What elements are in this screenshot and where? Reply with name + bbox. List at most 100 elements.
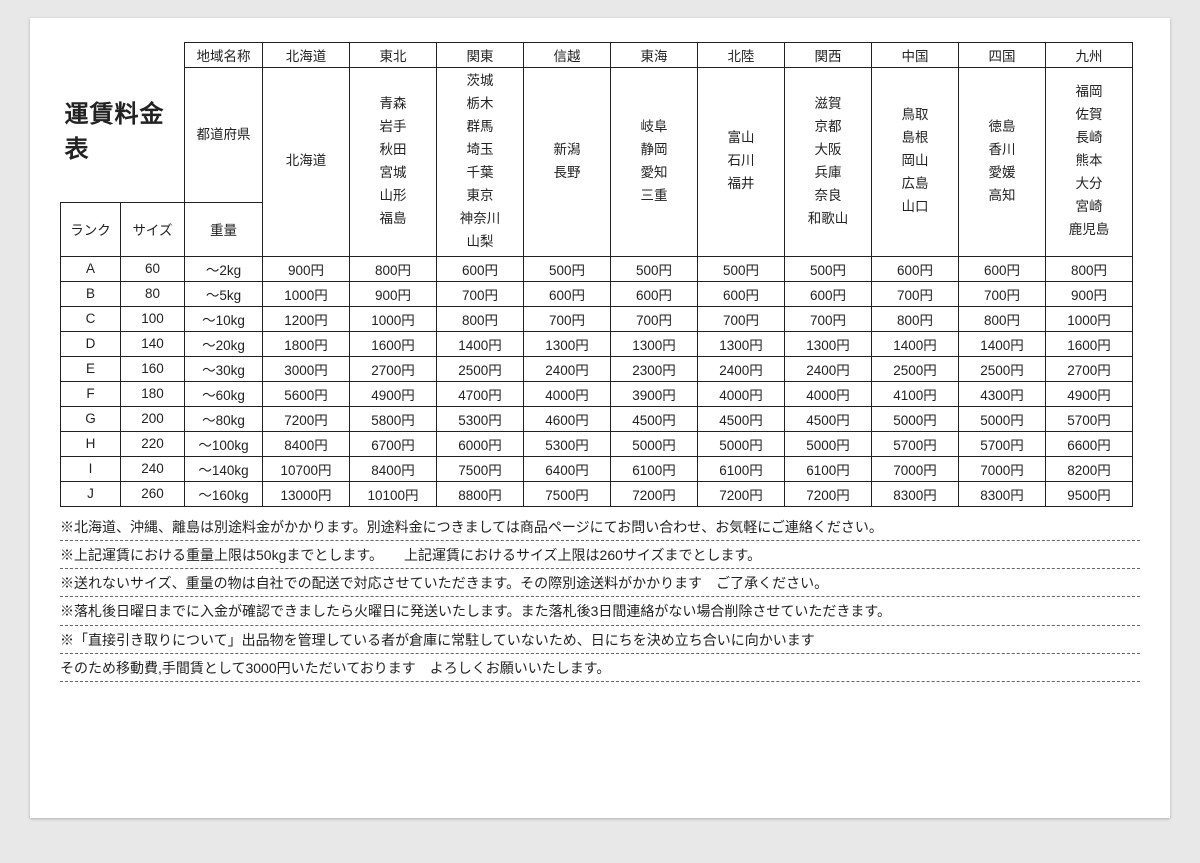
- pref-name: 岐阜: [611, 116, 697, 139]
- cell-rank: C: [61, 306, 121, 331]
- pref-list: 北海道: [263, 68, 350, 257]
- cell-price: 800円: [872, 306, 959, 331]
- cell-rank: I: [61, 456, 121, 481]
- pref-name: 大分: [1046, 173, 1132, 196]
- cell-price: 6600円: [1046, 431, 1133, 456]
- notes-section: ※北海道、沖縄、離島は別途料金がかかります。別途料金につきましては商品ページにて…: [60, 513, 1140, 683]
- cell-price: 5000円: [959, 406, 1046, 431]
- pref-name: 大阪: [785, 139, 871, 162]
- cell-price: 8300円: [959, 481, 1046, 506]
- cell-price: 700円: [872, 281, 959, 306]
- cell-price: 700円: [959, 281, 1046, 306]
- cell-price: 1300円: [611, 331, 698, 356]
- pref-name: 茨城: [437, 70, 523, 93]
- cell-price: 4100円: [872, 381, 959, 406]
- cell-price: 500円: [785, 256, 872, 281]
- table-row: H220～100kg8400円6700円6000円5300円5000円5000円…: [61, 431, 1133, 456]
- cell-price: 3000円: [263, 356, 350, 381]
- cell-rank: A: [61, 256, 121, 281]
- pref-name: 青森: [350, 93, 436, 116]
- cell-size: 180: [121, 381, 185, 406]
- cell-price: 600円: [611, 281, 698, 306]
- cell-weight: ～5kg: [185, 281, 263, 306]
- cell-price: 5000円: [611, 431, 698, 456]
- cell-size: 100: [121, 306, 185, 331]
- cell-price: 5700円: [872, 431, 959, 456]
- cell-price: 7500円: [524, 481, 611, 506]
- cell-price: 1600円: [350, 331, 437, 356]
- pref-name: 愛知: [611, 162, 697, 185]
- header-pref-label: 都道府県: [185, 68, 263, 203]
- pref-name: 島根: [872, 127, 958, 150]
- note-line: ※落札後日曜日までに入金が確認できましたら火曜日に発送いたします。また落札後3日…: [60, 597, 1140, 625]
- cell-price: 7200円: [698, 481, 785, 506]
- cell-price: 4000円: [785, 381, 872, 406]
- cell-price: 5000円: [698, 431, 785, 456]
- cell-price: 4300円: [959, 381, 1046, 406]
- cell-price: 700円: [785, 306, 872, 331]
- table-row: B80～5kg1000円900円700円600円600円600円600円700円…: [61, 281, 1133, 306]
- region-header: 関東: [437, 43, 524, 68]
- pref-list: 青森岩手秋田宮城山形福島: [350, 68, 437, 257]
- cell-rank: B: [61, 281, 121, 306]
- cell-price: 7200円: [785, 481, 872, 506]
- cell-weight: ～80kg: [185, 406, 263, 431]
- cell-size: 220: [121, 431, 185, 456]
- table-row: E160～30kg3000円2700円2500円2400円2300円2400円2…: [61, 356, 1133, 381]
- cell-price: 600円: [524, 281, 611, 306]
- cell-price: 900円: [1046, 281, 1133, 306]
- pref-name: 福島: [350, 208, 436, 231]
- note-line: そのため移動費,手間賃として3000円いただいております よろしくお願いいたしま…: [60, 654, 1140, 682]
- header-weight-label: 重量: [185, 203, 263, 256]
- region-header: 関西: [785, 43, 872, 68]
- pref-name: 香川: [959, 139, 1045, 162]
- pref-list: 福岡佐賀長崎熊本大分宮崎鹿児島: [1046, 68, 1133, 257]
- cell-weight: ～30kg: [185, 356, 263, 381]
- cell-price: 4700円: [437, 381, 524, 406]
- cell-price: 5700円: [1046, 406, 1133, 431]
- fare-table: 運賃料金表地域名称北海道東北関東信越東海北陸関西中国四国九州都道府県北海道青森岩…: [60, 42, 1133, 507]
- cell-size: 200: [121, 406, 185, 431]
- pref-name: 北海道: [263, 150, 349, 173]
- cell-rank: D: [61, 331, 121, 356]
- cell-price: 5000円: [785, 431, 872, 456]
- cell-price: 7000円: [959, 456, 1046, 481]
- cell-price: 600円: [437, 256, 524, 281]
- pref-name: 岩手: [350, 116, 436, 139]
- pref-name: 高知: [959, 185, 1045, 208]
- cell-price: 6100円: [698, 456, 785, 481]
- cell-weight: ～140kg: [185, 456, 263, 481]
- cell-price: 9500円: [1046, 481, 1133, 506]
- cell-rank: H: [61, 431, 121, 456]
- cell-price: 1200円: [263, 306, 350, 331]
- pref-name: 熊本: [1046, 150, 1132, 173]
- cell-price: 6100円: [611, 456, 698, 481]
- pref-name: 三重: [611, 185, 697, 208]
- pref-name: 京都: [785, 116, 871, 139]
- cell-price: 5700円: [959, 431, 1046, 456]
- cell-price: 7200円: [263, 406, 350, 431]
- pref-name: 広島: [872, 173, 958, 196]
- pref-name: 愛媛: [959, 162, 1045, 185]
- cell-price: 10700円: [263, 456, 350, 481]
- cell-weight: ～10kg: [185, 306, 263, 331]
- pref-name: 滋賀: [785, 93, 871, 116]
- cell-price: 900円: [263, 256, 350, 281]
- cell-price: 500円: [611, 256, 698, 281]
- table-row: I240～140kg10700円8400円7500円6400円6100円6100…: [61, 456, 1133, 481]
- table-row: F180～60kg5600円4900円4700円4000円3900円4000円4…: [61, 381, 1133, 406]
- cell-price: 700円: [611, 306, 698, 331]
- region-header: 東北: [350, 43, 437, 68]
- table-row: D140～20kg1800円1600円1400円1300円1300円1300円1…: [61, 331, 1133, 356]
- cell-price: 2700円: [1046, 356, 1133, 381]
- header-rank-label: ランク: [61, 203, 121, 256]
- cell-price: 500円: [698, 256, 785, 281]
- cell-price: 2400円: [524, 356, 611, 381]
- cell-price: 1300円: [524, 331, 611, 356]
- cell-price: 7500円: [437, 456, 524, 481]
- region-header: 四国: [959, 43, 1046, 68]
- pref-name: 富山: [698, 127, 784, 150]
- pref-name: 千葉: [437, 162, 523, 185]
- pref-name: 佐賀: [1046, 104, 1132, 127]
- cell-price: 2300円: [611, 356, 698, 381]
